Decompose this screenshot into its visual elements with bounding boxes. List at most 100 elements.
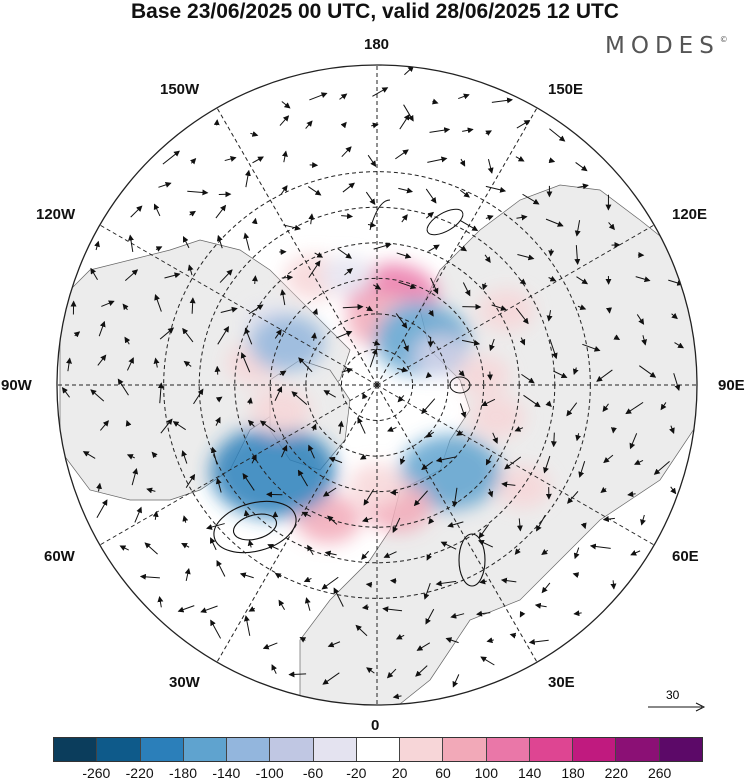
- wind-arrow: [392, 517, 401, 534]
- wind-arrow: [328, 456, 343, 464]
- wind-arrow: [262, 642, 278, 650]
- wind-arrow: [82, 451, 96, 459]
- wind-arrow: [517, 254, 535, 261]
- colorbar-swatch: [356, 738, 401, 761]
- wind-arrow: [577, 183, 589, 190]
- wind-arrow: [341, 213, 354, 220]
- wind-arrow: [548, 157, 556, 164]
- wind-arrow: [395, 149, 409, 160]
- wind-arrow: [476, 610, 491, 617]
- vector-reference: 30: [648, 688, 708, 718]
- wind-arrow: [509, 632, 517, 639]
- wind-arrow: [90, 267, 98, 280]
- wind-arrow: [452, 674, 460, 688]
- colorbar-tick-label: 140: [517, 765, 542, 781]
- wind-arrow: [660, 402, 667, 411]
- wind-arrow: [267, 544, 279, 550]
- wind-arrow: [210, 619, 222, 639]
- wind-arrow: [602, 403, 609, 413]
- wind-arrow: [549, 338, 558, 360]
- wind-arrow: [425, 211, 435, 219]
- wind-arrow: [430, 277, 439, 295]
- wind-arrow: [187, 189, 209, 196]
- wind-arrow: [462, 282, 471, 297]
- wind-arrow: [308, 213, 315, 225]
- wind-arrow: [440, 541, 457, 550]
- wind-arrow: [303, 576, 312, 583]
- copyright-mark: ©: [719, 35, 728, 44]
- wind-arrow: [478, 539, 494, 548]
- wind-arrow: [610, 580, 617, 590]
- lon-label-60e: 60E: [672, 548, 699, 565]
- wind-arrow: [73, 331, 81, 338]
- colorbar-tick-label: 20: [391, 765, 408, 781]
- wind-arrow: [310, 423, 317, 431]
- wind-arrow: [399, 456, 406, 466]
- wind-arrow: [193, 388, 204, 405]
- wind-arrow: [146, 487, 156, 494]
- wind-arrow: [200, 605, 218, 614]
- wind-arrow: [383, 551, 397, 558]
- wind-arrow: [546, 310, 553, 322]
- wind-arrow: [371, 122, 379, 129]
- lon-label-90e: 90E: [718, 377, 745, 394]
- wind-arrow: [362, 392, 368, 400]
- colorbar-tick-label: -140: [212, 765, 241, 781]
- wind-arrow: [251, 217, 258, 225]
- colorbar-tick-label: 180: [561, 765, 585, 781]
- colorbar-tick-label: -180: [168, 765, 198, 781]
- colorbar-swatch: [400, 738, 444, 761]
- wind-arrow: [396, 252, 412, 259]
- wind-arrow: [243, 509, 250, 517]
- wind-arrow: [501, 481, 516, 488]
- wind-arrow: [281, 150, 288, 163]
- wind-arrow: [134, 506, 142, 523]
- colorbar-tick-label: -100: [255, 765, 284, 781]
- wind-arrow: [187, 264, 194, 276]
- wind-arrow: [90, 389, 105, 402]
- wind-arrow: [259, 420, 276, 433]
- wind-arrow: [395, 313, 408, 329]
- meridian-line: [99, 224, 378, 386]
- colorbar-tick-label: -20: [346, 765, 367, 781]
- wind-arrow: [153, 203, 161, 217]
- wind-arrow: [96, 482, 102, 492]
- wind-arrow: [435, 456, 457, 463]
- wind-arrow: [426, 552, 433, 561]
- wind-arrow: [182, 515, 189, 523]
- wind-arrow: [573, 610, 582, 617]
- wind-arrow: [144, 542, 158, 555]
- wind-arrow: [519, 278, 527, 285]
- wind-arrow: [372, 340, 381, 346]
- wind-arrow: [339, 93, 348, 100]
- wind-arrow: [398, 187, 414, 194]
- wind-arrow: [341, 367, 353, 374]
- wind-arrow: [589, 543, 611, 550]
- anomaly-region: [250, 387, 312, 434]
- wind-arrow: [578, 461, 586, 478]
- wind-arrow: [500, 577, 517, 584]
- wind-arrow: [403, 339, 409, 352]
- wind-arrow: [536, 515, 546, 532]
- wind-arrow: [340, 121, 347, 129]
- wind-arrow: [274, 386, 283, 401]
- wind-arrow: [128, 234, 134, 253]
- wind-arrow: [322, 487, 337, 497]
- wind-arrow: [608, 222, 615, 231]
- wind-arrow: [159, 327, 175, 340]
- wind-arrow: [545, 218, 564, 227]
- graticule: [57, 65, 697, 705]
- wind-arrow: [308, 444, 315, 459]
- wind-arrow: [305, 120, 313, 129]
- wind-arrow: [425, 431, 435, 438]
- wind-arrow: [307, 544, 314, 556]
- wind-arrow: [671, 312, 678, 320]
- wind-arrow: [613, 334, 621, 341]
- wind-arrow: [248, 304, 264, 315]
- wind-arrow: [96, 499, 108, 519]
- wind-arrow: [139, 573, 160, 580]
- wind-arrow: [333, 587, 344, 607]
- wind-arrow: [312, 308, 318, 315]
- wind-arrow: [220, 306, 238, 314]
- wind-arrow: [291, 391, 308, 406]
